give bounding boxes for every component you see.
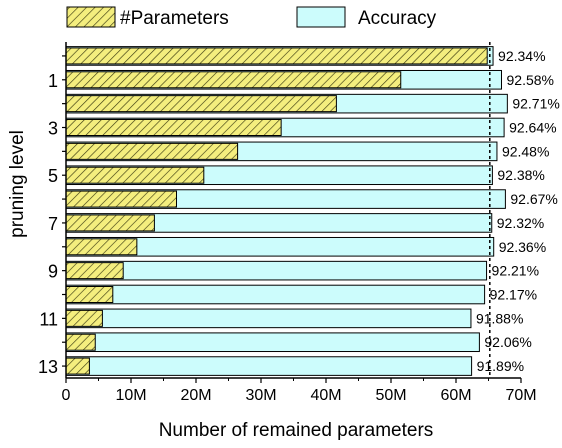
x-tick-label: 30M [245,387,276,404]
accuracy-label: 91.88% [476,310,523,326]
accuracy-bar [65,332,480,353]
accuracy-labels: 92.34% 92.58% 92.71% 92.64% 92.48% 92.38% 92.6… [476,48,560,374]
parameter-bar [65,71,402,89]
parameter-bar [65,333,96,351]
parameter-bar [65,166,205,184]
parameter-bar [65,118,282,137]
parameter-bar [65,357,90,375]
y-tick-label: 3 [48,119,58,139]
legend-label-accuracy: Accuracy [358,8,437,29]
parameter-bar [65,95,337,113]
accuracy-bar [65,308,472,329]
legend-label-parameters: #Parameters [120,8,229,29]
parameter-bar [65,47,488,65]
parameter-bar [65,285,114,304]
parameter-bar [65,142,239,160]
x-tick-label: 0 [62,387,71,404]
accuracy-label: 92.32% [497,215,544,231]
y-axis-title: pruning level [7,130,28,238]
y-tick-label: 13 [38,357,58,377]
x-axis-title: Number of remained parameters [159,420,434,441]
accuracy-label: 91.89% [477,358,524,374]
parameter-bar [65,190,177,208]
accuracy-label: 92.06% [484,334,531,350]
y-tick-label: 7 [48,214,58,234]
legend-swatch-accuracy [296,6,346,28]
accuracy-label: 92.36% [499,239,546,255]
accuracy-label: 92.71% [512,96,559,112]
y-tick-label: 11 [39,309,58,329]
x-tick-label: 60M [440,387,471,404]
x-tick-label: 70M [505,387,536,404]
accuracy-label: 92.38% [497,167,544,183]
accuracy-label: 92.64% [509,120,556,136]
x-tick-label: 20M [180,387,211,404]
parameter-bar [65,214,155,232]
accuracy-label: 92.17% [490,287,537,303]
parameter-bar [65,309,103,327]
y-tick-label: 1 [48,71,58,91]
accuracy-label: 92.67% [510,191,557,207]
x-tick-label: 40M [310,387,341,404]
y-tick-label: 5 [48,166,58,186]
accuracy-label: 92.21% [492,263,539,279]
x-ticks: 0 10M 20M 30M 40M 50M 60M 70M [62,378,537,404]
legend: #Parameters Accuracy [66,6,437,29]
y-tick-label: 9 [48,262,58,282]
accuracy-bar [65,356,473,376]
accuracy-bar [65,260,488,281]
accuracy-bar [65,284,486,305]
accuracy-label: 92.48% [502,143,549,159]
accuracy-label: 92.34% [498,48,545,64]
accuracy-label: 92.58% [507,72,554,88]
x-tick-label: 50M [375,387,406,404]
legend-swatch-parameters [66,6,116,28]
x-tick-label: 10M [115,387,146,404]
parameter-bar [65,262,124,280]
parameter-bar [65,238,138,256]
